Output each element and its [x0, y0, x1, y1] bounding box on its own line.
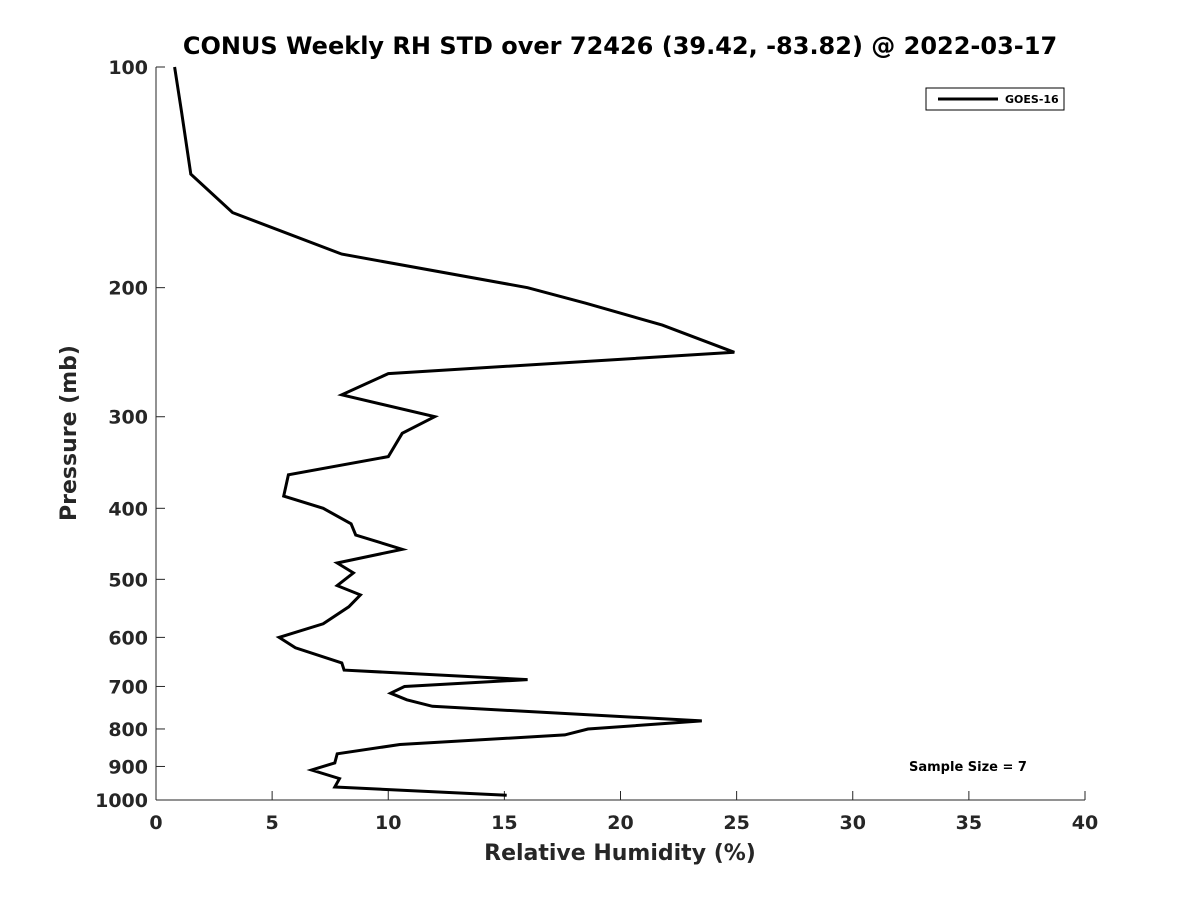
y-tick-label: 400 — [108, 498, 148, 520]
x-tick-label: 0 — [149, 812, 162, 834]
y-tick-label: 700 — [108, 676, 148, 698]
y-tick-label: 900 — [108, 756, 148, 778]
x-tick-label: 30 — [840, 812, 866, 834]
y-tick-label: 800 — [108, 719, 148, 741]
plot-area: 0 5 10 15 20 25 30 35 40 100 200 300 400 500 600 700 80… — [95, 57, 1098, 834]
y-tick-label: 500 — [108, 569, 148, 591]
x-tick-label: 15 — [491, 812, 517, 834]
y-tick-label: 1000 — [95, 790, 148, 812]
x-tick-label: 10 — [375, 812, 401, 834]
y-ticks: 100 200 300 400 500 600 700 800 900 1000 — [95, 57, 165, 812]
y-tick-label: 600 — [108, 627, 148, 649]
x-tick-label: 20 — [607, 812, 633, 834]
y-axis-label: Pressure (mb) — [57, 345, 82, 521]
x-tick-label: 25 — [723, 812, 749, 834]
series-line-goes-16 — [173, 66, 735, 797]
sample-size-annotation: Sample Size = 7 — [909, 760, 1027, 775]
y-tick-label: 100 — [108, 57, 148, 79]
legend-label-goes-16: GOES-16 — [1005, 93, 1059, 106]
x-ticks: 0 5 10 15 20 25 30 35 40 — [149, 791, 1098, 834]
y-tick-label: 300 — [108, 407, 148, 429]
x-tick-label: 40 — [1072, 812, 1098, 834]
series-layer — [173, 66, 735, 797]
x-tick-label: 5 — [266, 812, 279, 834]
chart-title: CONUS Weekly RH STD over 72426 (39.42, -… — [183, 32, 1057, 60]
x-axis-label: Relative Humidity (%) — [484, 841, 756, 866]
legend: GOES-16 — [925, 87, 1065, 111]
y-tick-label: 200 — [108, 278, 148, 300]
x-tick-label: 35 — [956, 812, 982, 834]
